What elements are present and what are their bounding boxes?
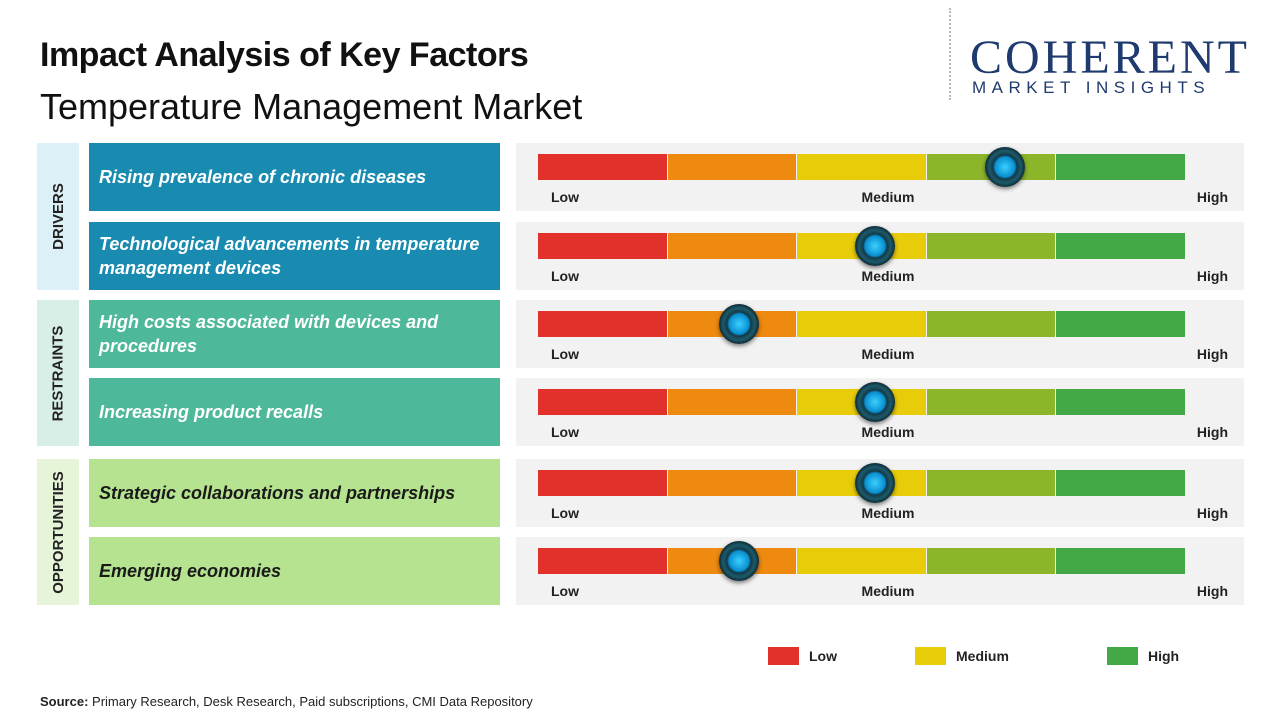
gauge-segment bbox=[797, 548, 926, 574]
source: Source: Primary Research, Desk Research,… bbox=[40, 694, 533, 709]
gauge-segment bbox=[797, 154, 926, 180]
scale-label: Low bbox=[551, 583, 579, 599]
gauge-segment bbox=[538, 311, 667, 337]
factor-label: Strategic collaborations and partnership… bbox=[89, 459, 500, 527]
scale-label: Low bbox=[551, 268, 579, 284]
gauge-segment bbox=[926, 389, 1056, 415]
scale-label: Low bbox=[551, 505, 579, 521]
gauge-segment bbox=[926, 470, 1056, 496]
scale-label: Medium bbox=[861, 505, 915, 521]
gauge-segment bbox=[538, 233, 667, 259]
gauge-segment bbox=[667, 389, 797, 415]
impact-knob bbox=[718, 304, 759, 344]
scale-label: Low bbox=[551, 424, 579, 440]
legend-label: Medium bbox=[956, 648, 1009, 664]
legend-label: Low bbox=[809, 648, 837, 664]
gauge-segment bbox=[538, 548, 667, 574]
factor-label: Emerging economies bbox=[89, 537, 500, 605]
gauge-segment bbox=[1056, 548, 1185, 574]
scale-label: Medium bbox=[861, 189, 915, 205]
gauge-segment bbox=[538, 389, 667, 415]
group-label: RESTRAINTS bbox=[37, 300, 79, 446]
gauge-segment bbox=[926, 233, 1056, 259]
scale-label: High bbox=[1196, 346, 1228, 362]
logo-name: COHERENT bbox=[970, 31, 1250, 84]
source-text: Primary Research, Desk Research, Paid su… bbox=[92, 694, 533, 709]
subtitle: Temperature Management Market bbox=[40, 86, 583, 127]
factor-label: High costs associated with devices and p… bbox=[89, 300, 500, 368]
logo-tagline: MARKET INSIGHTS bbox=[972, 78, 1211, 97]
factor-label: Increasing product recalls bbox=[89, 378, 500, 446]
group-label-text: OPPORTUNITIES bbox=[49, 470, 67, 594]
group-label: DRIVERS bbox=[37, 143, 79, 290]
factor-label: Technological advancements in temperatur… bbox=[89, 222, 500, 290]
gauge-segment bbox=[538, 470, 667, 496]
scale-label: Low bbox=[551, 189, 579, 205]
gauge-segment bbox=[667, 470, 797, 496]
scale-label: High bbox=[1196, 583, 1228, 599]
gauge-segment bbox=[926, 548, 1056, 574]
scale-label: High bbox=[1196, 424, 1228, 440]
group-label-text: DRIVERS bbox=[49, 183, 67, 250]
impact-knob bbox=[854, 382, 895, 422]
gauge-segment bbox=[926, 311, 1056, 337]
scale-label: Medium bbox=[861, 424, 915, 440]
scale-label: Low bbox=[551, 346, 579, 362]
source-label: Source: bbox=[40, 694, 89, 709]
gauge-segment bbox=[1056, 389, 1185, 415]
impact-knob bbox=[854, 226, 895, 266]
scale-label: Medium bbox=[861, 346, 915, 362]
legend-swatch bbox=[1107, 647, 1138, 665]
gauge-segment bbox=[538, 154, 667, 180]
scale-label: High bbox=[1196, 268, 1228, 284]
group-label-text: RESTRAINTS bbox=[49, 325, 67, 421]
gauge-segment bbox=[667, 233, 797, 259]
scale-label: High bbox=[1196, 505, 1228, 521]
scale-label: Medium bbox=[861, 268, 915, 284]
group-label: OPPORTUNITIES bbox=[37, 459, 79, 605]
impact-knob bbox=[718, 541, 759, 581]
scale-label: Medium bbox=[861, 583, 915, 599]
gauge-segment bbox=[1056, 233, 1185, 259]
gauge-segment bbox=[1056, 154, 1185, 180]
legend-swatch bbox=[768, 647, 799, 665]
impact-knob bbox=[854, 463, 895, 503]
title: Impact Analysis of Key Factors bbox=[40, 36, 529, 74]
factor-label: Rising prevalence of chronic diseases bbox=[89, 143, 500, 211]
legend-swatch bbox=[915, 647, 946, 665]
gauge-segment bbox=[797, 311, 926, 337]
gauge-segment bbox=[1056, 470, 1185, 496]
separator bbox=[949, 8, 951, 100]
gauge-segment bbox=[1056, 311, 1185, 337]
scale-label: High bbox=[1196, 189, 1228, 205]
legend-label: High bbox=[1148, 648, 1180, 664]
impact-knob bbox=[984, 147, 1025, 187]
gauge-segment bbox=[667, 154, 797, 180]
